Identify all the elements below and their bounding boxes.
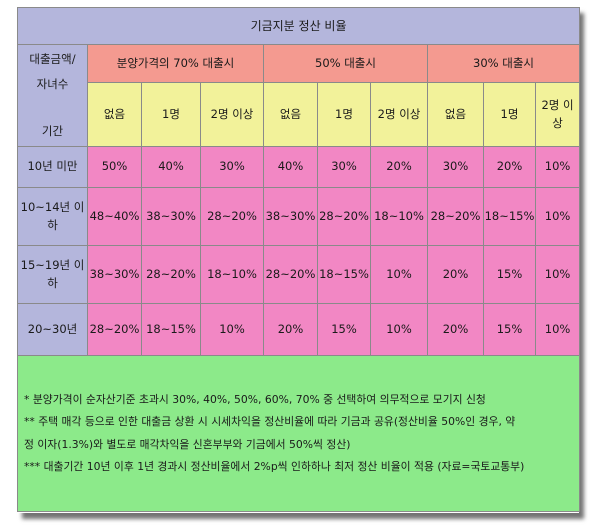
ratio-cell: 50% — [87, 146, 142, 188]
children-header-cell: 1명 — [317, 82, 371, 147]
ratio-cell: 10% — [200, 303, 264, 356]
ratio-cell: 18~15% — [483, 187, 536, 246]
ratio-cell: 40% — [141, 146, 201, 188]
ratio-cell: 38~30% — [141, 187, 201, 246]
children-header-row: 없음 1명 2명 이상 없음 1명 2명 이상 없음 1명 2명 이 상 — [18, 82, 581, 147]
ratio-cell: 10% — [370, 303, 428, 356]
ratio-cell: 28~20% — [427, 187, 484, 246]
children-header-cell: 없음 — [87, 82, 142, 147]
footnote: *** 대출기간 10년 이후 1년 경과시 정산비율에서 2%p씩 인하하나 … — [24, 459, 525, 473]
table-title: 기금지분 정산 비율 — [16, 7, 581, 45]
ratio-cell: 48~40% — [87, 187, 142, 246]
ratio-cell: 15% — [483, 245, 536, 304]
ratio-cell: 18~15% — [317, 245, 371, 304]
children-header-cell: 1명 — [141, 82, 201, 147]
corner-label-period: 기간 — [41, 123, 64, 138]
ratio-cell: 30% — [317, 146, 371, 188]
children-header-cell: 없음 — [263, 82, 318, 147]
period-cell: 10년 미만 — [17, 146, 88, 188]
corner-label-amount: 대출금액/ — [29, 52, 76, 66]
ratio-cell: 28~20% — [87, 303, 142, 356]
corner-header-cell: 대출금액/ 자녀수 기간 — [17, 44, 88, 147]
children-header-cell: 2명 이상 — [200, 82, 264, 147]
footnote: 정 이자(1.3%)와 별도로 매각차익을 신혼부부와 기금에서 50%씩 정산… — [24, 437, 351, 451]
ratio-cell: 18~10% — [370, 187, 428, 246]
group-header-30: 30% 대출시 — [426, 43, 581, 84]
ratio-cell: 10% — [370, 245, 428, 304]
ratio-cell: 15% — [483, 303, 536, 356]
ratio-cell: 10% — [534, 146, 581, 188]
group-header-70: 분양가격의 70% 대출시 — [87, 43, 264, 84]
table-row: 20~30년 28~20% 18~15% 10% 20% 15% 10% 20%… — [17, 303, 581, 356]
ratio-cell: 18~10% — [200, 245, 264, 304]
period-cell: 15~19년 이 하 — [17, 245, 88, 304]
ratio-cell: 30% — [200, 146, 264, 188]
ratio-cell: 38~30% — [263, 187, 318, 246]
table-row: 15~19년 이 하 38~30% 28~20% 18~10% 28~20% 1… — [17, 245, 581, 304]
period-cell: 20~30년 — [17, 303, 88, 356]
children-header-cell: 1명 — [483, 82, 536, 147]
group-header-50: 50% 대출시 — [263, 43, 428, 84]
ratio-cell: 40% — [263, 146, 318, 188]
ratio-cell: 28~20% — [141, 245, 201, 304]
corner-label-children: 자녀수 — [36, 76, 69, 91]
children-header-cell: 2명 이 상 — [534, 82, 581, 147]
ratio-cell: 20% — [370, 146, 428, 188]
ratio-cell: 20% — [483, 146, 536, 188]
settlement-ratio-table: 기금지분 정산 비율 대출금액/ 자녀수 기간 분양가격의 70% 대출시 50… — [16, 7, 581, 512]
ratio-cell: 10% — [534, 303, 581, 356]
footnote: * 분양가격이 순자산기준 초과시 30%, 40%, 50%, 60%, 70… — [24, 393, 486, 407]
ratio-cell: 10% — [534, 187, 581, 246]
ratio-cell: 28~20% — [263, 245, 318, 304]
children-header-cell: 없음 — [427, 82, 484, 147]
table-row: 10년 미만 50% 40% 30% 40% 30% 20% 30% 20% 1… — [17, 146, 581, 188]
period-cell: 10~14년 이 하 — [17, 187, 88, 246]
ratio-cell: 20% — [427, 303, 484, 356]
ratio-cell: 38~30% — [87, 245, 142, 304]
ratio-cell: 15% — [317, 303, 371, 356]
footnote: ** 주택 매각 등으로 인한 대출금 상환 시 시세차익을 정산비율에 따라 … — [24, 415, 516, 429]
ratio-cell: 20% — [427, 245, 484, 304]
ratio-cell: 20% — [263, 303, 318, 356]
table-row: 10~14년 이 하 48~40% 38~30% 28~20% 38~30% 2… — [17, 187, 581, 246]
ratio-cell: 30% — [427, 146, 484, 188]
settlement-ratio-table-frame: 기금지분 정산 비율 대출금액/ 자녀수 기간 분양가격의 70% 대출시 50… — [16, 7, 581, 513]
footnotes: * 분양가격이 순자산기준 초과시 30%, 40%, 50%, 60%, 70… — [16, 355, 581, 512]
ratio-cell: 18~15% — [141, 303, 201, 356]
ratio-cell: 10% — [534, 245, 581, 304]
ratio-cell: 28~20% — [200, 187, 264, 246]
ratio-cell: 28~20% — [317, 187, 371, 246]
children-header-cell: 2명 이상 — [370, 82, 428, 147]
